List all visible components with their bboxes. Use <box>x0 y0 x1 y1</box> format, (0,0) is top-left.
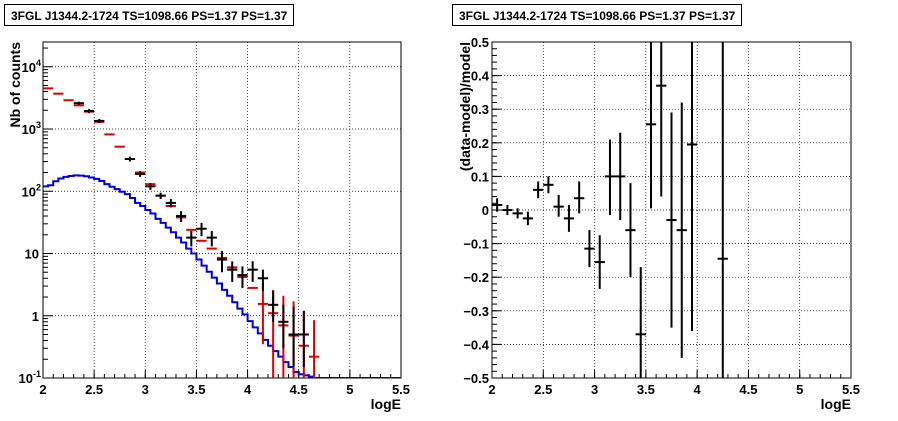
residual-point <box>502 204 513 216</box>
residual-point <box>512 208 523 219</box>
residual-point <box>604 139 616 216</box>
data-point <box>237 266 248 288</box>
residual-point <box>717 42 728 378</box>
x-tick-label: 2.5 <box>534 382 552 397</box>
x-tick-label: 5.5 <box>392 382 410 397</box>
x-tick-label: 2.5 <box>85 382 103 397</box>
data-point <box>73 101 84 105</box>
residual-point <box>686 42 698 331</box>
y-tick-label: 103 <box>22 120 41 137</box>
y-tick-label: 104 <box>22 58 41 75</box>
residual-point <box>574 181 585 214</box>
data-point <box>196 222 207 237</box>
x-tick-label: 4.5 <box>739 382 757 397</box>
residual-point <box>645 42 657 209</box>
counts-chart-title: 3FGL J1344.2-1724 TS=1098.66 PS=1.37 PS=… <box>4 4 295 26</box>
residual-point <box>543 176 554 194</box>
data-point <box>165 199 176 208</box>
x-tick-label: 5 <box>346 382 353 397</box>
y-tick-label: −0.3 <box>463 304 489 319</box>
model-total-point <box>308 320 320 378</box>
x-tick-label: 5 <box>796 382 803 397</box>
y-tick-label: 0.2 <box>471 136 489 151</box>
data-point <box>257 269 269 291</box>
residual-point <box>635 267 646 378</box>
data-point <box>278 304 289 349</box>
data-point <box>268 290 279 322</box>
y-tick-label: −0.5 <box>463 371 489 386</box>
x-tick-label: 2 <box>488 382 495 397</box>
residual-point <box>594 235 605 289</box>
residuals-chart-title: 3FGL J1344.2-1724 TS=1098.66 PS=1.37 PS=… <box>452 4 743 26</box>
plot-frame <box>42 41 402 379</box>
data-point <box>124 156 136 162</box>
x-tick-label: 3 <box>591 382 598 397</box>
data-point <box>216 250 228 273</box>
x-tick-label: 4.5 <box>290 382 308 397</box>
data-point <box>145 183 156 190</box>
residual-point <box>563 204 575 232</box>
y-tick-label: 0.1 <box>471 169 489 184</box>
y-tick-label: 102 <box>22 182 41 199</box>
x-tick-label: 4 <box>694 382 702 397</box>
y-tick-label: −0.4 <box>463 337 489 352</box>
y-axis-label: Nb of counts <box>7 42 23 128</box>
x-tick-label: 4 <box>244 382 252 397</box>
residual-point <box>533 181 544 199</box>
residual-point <box>656 42 667 197</box>
data-point <box>135 171 146 177</box>
residual-point <box>553 194 564 217</box>
x-tick-label: 2 <box>39 382 46 397</box>
x-axis-label: logE <box>371 396 401 412</box>
residual-point <box>666 112 677 328</box>
data-point <box>298 310 309 368</box>
data-point <box>206 230 217 247</box>
y-tick-label: −0.2 <box>463 270 489 285</box>
x-tick-label: 3 <box>142 382 149 397</box>
data-point <box>175 211 187 223</box>
model-total-point <box>257 284 269 345</box>
y-tick-label: 0.3 <box>471 102 489 117</box>
residual-point <box>676 102 687 358</box>
residual-point <box>584 230 595 268</box>
data-point <box>288 306 299 368</box>
x-axis-label: logE <box>821 396 851 412</box>
y-tick-label: 0.4 <box>471 69 490 84</box>
data-point <box>247 261 258 282</box>
y-tick-label: 0 <box>482 203 489 218</box>
y-tick-label: 10-1 <box>19 369 41 386</box>
residuals-plot-area <box>492 42 728 378</box>
x-tick-label: 3.5 <box>187 382 205 397</box>
y-axis-label: (data-model)/model <box>457 42 473 171</box>
residual-point <box>625 183 636 278</box>
y-tick-label: 1 <box>32 309 39 324</box>
data-point <box>227 261 238 282</box>
data-point <box>83 108 95 114</box>
y-tick-label: 0.5 <box>471 35 489 50</box>
residual-point <box>522 211 534 226</box>
data-point <box>94 118 105 123</box>
residual-point <box>492 198 503 212</box>
residual-point <box>615 132 626 221</box>
y-tick-label: −0.1 <box>463 237 489 252</box>
counts-plot-area <box>43 87 401 378</box>
x-tick-label: 5.5 <box>842 382 860 397</box>
data-point <box>155 192 166 200</box>
data-point <box>186 230 197 247</box>
background-model-line <box>43 174 401 378</box>
x-tick-label: 3.5 <box>637 382 655 397</box>
y-tick-label: 10 <box>25 247 39 262</box>
